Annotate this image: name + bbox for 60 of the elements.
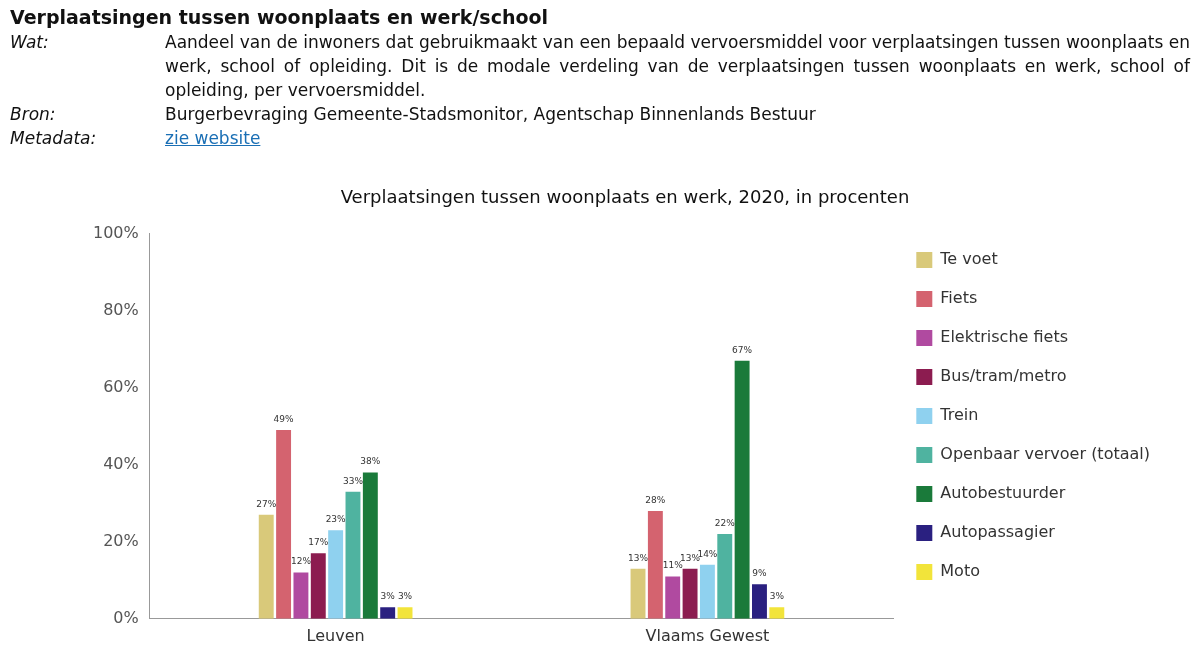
- bar: [397, 607, 413, 619]
- text: zie website: [165, 128, 261, 148]
- data-label: 22%: [714, 517, 736, 528]
- data-label: 23%: [325, 514, 347, 525]
- bar: [769, 607, 785, 619]
- bar: [310, 553, 326, 619]
- data-label: 3%: [769, 591, 785, 602]
- legend-label: Fiets: [940, 288, 978, 308]
- legend-label: Bus/tram/metro: [940, 366, 1067, 386]
- legend-label: Trein: [939, 405, 979, 425]
- bar: [345, 491, 361, 619]
- data-label: 12%: [290, 556, 312, 567]
- legend-label: Openbaar vervoer (totaal): [940, 444, 1151, 464]
- data-label: 13%: [628, 552, 649, 563]
- data-label: 33%: [342, 475, 364, 486]
- data-label: 27%: [256, 498, 277, 509]
- bar: [699, 564, 715, 619]
- y-tick-label: 60%: [103, 376, 139, 396]
- bar: [328, 530, 344, 619]
- x-tick-label: Leuven: [306, 625, 365, 645]
- text: Metadata:: [10, 127, 98, 150]
- data-label: 9%: [752, 567, 768, 578]
- text: Verplaatsingen tussen woonplaats en werk/school: [10, 6, 550, 28]
- bar: [665, 576, 681, 619]
- y-tick-label: 0%: [113, 607, 139, 627]
- y-tick-label: 20%: [103, 530, 139, 550]
- bar: [717, 534, 733, 619]
- data-label: 13%: [680, 552, 701, 563]
- bar: [380, 607, 396, 619]
- data-label: 67%: [732, 344, 753, 355]
- y-tick-label: 80%: [103, 299, 139, 319]
- text: Aandeel van de inwoners dat gebruikmaakt van een bepaald vervoersmiddel voor verplaatsingen tussen woonplaats en werk, school of opleiding. Dit is de modale verdeling van de verplaatsingen tussen woonplaats en werk, school of opleiding, per vervoersmiddel.: [165, 31, 1190, 102]
- y-tick-label: 40%: [103, 453, 139, 473]
- legend-label: Autopassagier: [940, 522, 1056, 542]
- data-label: 17%: [308, 537, 329, 548]
- data-label: 38%: [360, 456, 381, 467]
- text: Wat:: [10, 31, 50, 54]
- data-label: 49%: [273, 413, 295, 424]
- bar: [276, 430, 292, 619]
- data-label: 28%: [645, 494, 666, 505]
- text: Burgerbevraging Gemeente-Stadsmonitor, Agentschap Binnenlands Bestuur: [165, 103, 817, 126]
- bar: [647, 510, 663, 619]
- text: Bron:: [10, 103, 57, 126]
- bar: [734, 360, 750, 619]
- bar: [258, 514, 274, 619]
- legend-label: Elektrische fiets: [940, 327, 1069, 347]
- bar: [362, 472, 378, 619]
- bar: [293, 572, 309, 619]
- chart-title: Verplaatsingen tussen woonplaats en werk, 2020, in procenten: [340, 186, 910, 208]
- y-tick-label: 100%: [92, 222, 139, 242]
- data-label: 3%: [380, 591, 396, 602]
- data-label: 3%: [397, 591, 413, 602]
- legend-label: Moto: [940, 561, 980, 581]
- bar: [752, 584, 767, 619]
- legend-label: Te voet: [939, 249, 998, 269]
- bar: [682, 568, 698, 619]
- data-label: 11%: [662, 560, 684, 571]
- legend-label: Autobestuurder: [940, 483, 1066, 503]
- bar: [630, 568, 646, 619]
- x-tick-label: Vlaams Gewest: [645, 625, 770, 645]
